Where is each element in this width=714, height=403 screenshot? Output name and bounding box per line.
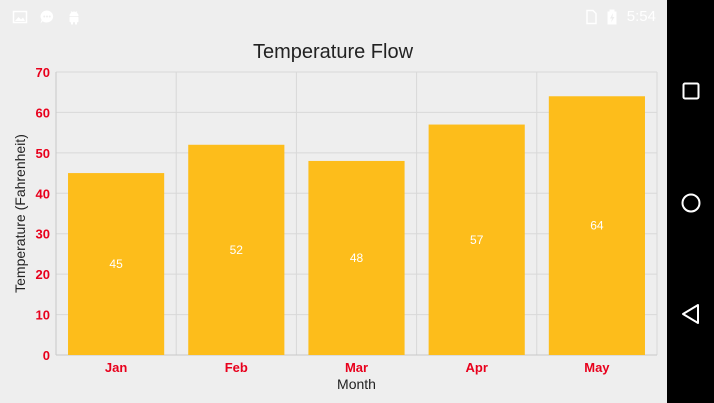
recent-apps-button[interactable]: [677, 77, 705, 105]
y-tick-label: 30: [36, 227, 50, 242]
x-tick-label-may: May: [584, 360, 610, 375]
image-icon: [12, 10, 28, 24]
x-tick-label-jan: Jan: [105, 360, 127, 375]
data-label-apr: 57: [470, 233, 484, 247]
back-button[interactable]: [677, 300, 705, 328]
bar-apr: [428, 124, 525, 355]
battery-charging-icon: [607, 9, 617, 25]
bar-chart: Temperature Flow 45 52 48 57 64 0 10 20 30 40 50 6…: [12, 41, 658, 392]
sim-card-icon: [586, 9, 597, 25]
bar-jan: [68, 173, 165, 355]
y-tick-label: 40: [36, 186, 50, 201]
y-tick-label: 10: [36, 308, 50, 323]
data-label-feb: 52: [230, 243, 244, 257]
y-tick-label: 70: [36, 65, 50, 80]
message-icon: [40, 10, 54, 24]
data-labels: 45 52 48 57 64: [109, 219, 603, 271]
x-tick-label-apr: Apr: [466, 360, 488, 375]
tick-labels: 0 10 20 30 40 50 60 70 Jan Feb Mar Apr May: [36, 65, 611, 375]
data-label-may: 64: [590, 219, 604, 233]
y-tick-label: 50: [36, 146, 50, 161]
x-axis-title: Month: [337, 376, 376, 392]
y-tick-label: 0: [43, 348, 50, 363]
x-tick-label-feb: Feb: [225, 360, 248, 375]
app-screen: 5:54 Temperature Flow 45 52 48 57 64 0 10 20 30…: [0, 0, 667, 403]
x-tick-label-mar: Mar: [345, 360, 368, 375]
bar-may: [548, 96, 645, 355]
home-button[interactable]: [677, 189, 705, 217]
y-tick-label: 60: [36, 105, 50, 120]
data-label-jan: 45: [109, 257, 123, 271]
y-axis-title: Temperature (Fahrenheit): [12, 134, 28, 293]
bars: [68, 96, 645, 355]
chart-title: Temperature Flow: [253, 41, 414, 63]
y-tick-label: 20: [36, 267, 50, 282]
bar-feb: [188, 144, 285, 355]
status-time: 5:54: [626, 8, 656, 25]
status-bar: 5:54: [0, 0, 667, 34]
data-label-mar: 48: [350, 251, 364, 265]
android-icon: [69, 11, 79, 25]
navigation-bar: [667, 0, 714, 403]
bar-mar: [308, 160, 405, 355]
